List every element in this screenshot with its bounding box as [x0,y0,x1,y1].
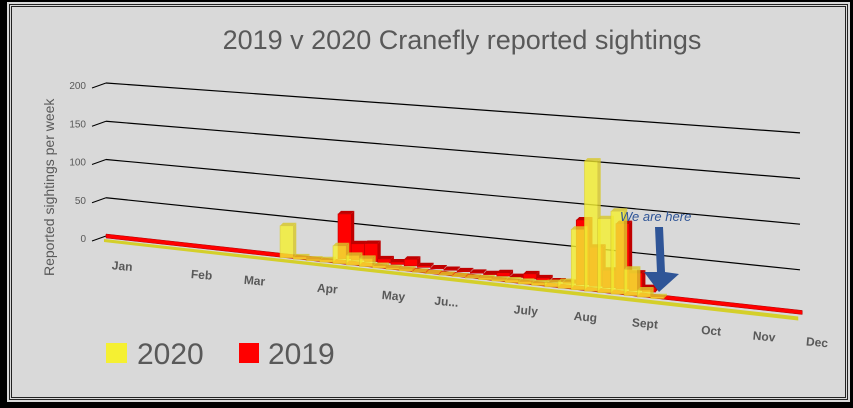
bar-2020 [438,271,456,276]
bar-2019 [403,256,421,267]
bar-2019 [536,274,553,281]
x-tick-label: Feb [190,267,212,283]
legend-label-2020: 2020 [137,338,204,371]
gridline [105,158,801,225]
y-tick-label: 100 [69,158,86,169]
x-tick-label: Ju... [434,294,459,310]
x-tick-label: Apr [316,281,338,297]
y-axis-label: Reported sightings per week [41,98,57,276]
bar-2020 [637,287,654,298]
y-tick-mark [91,82,107,89]
annotation: We are here [620,209,691,292]
bar-2020 [478,274,495,280]
legend-swatch-2019 [239,343,259,363]
x-tick-label: July [513,302,538,318]
bar-2020 [412,268,429,273]
x-tick-label: Sept [631,315,658,331]
bar-2020 [425,269,442,275]
x-tick-label: Dec [805,334,828,350]
bar-2020 [451,272,469,278]
bar-2019 [522,270,540,280]
bar-2019 [456,267,474,273]
bar-2020 [372,262,389,269]
x-tick-label: May [381,288,406,304]
y-tick-label: 150 [69,119,86,130]
bar-2020 [279,222,297,259]
gridline [105,197,801,271]
bar-2020 [398,266,416,272]
y-tick-label: 50 [75,196,87,207]
bar-2019 [430,264,447,270]
legend-label-2019: 2019 [268,338,335,371]
bar-2020 [332,242,350,264]
x-tick-label: Oct [701,323,722,339]
bar-2019 [443,266,461,271]
bar-2019 [417,262,434,268]
legend: 2020 2019 [106,338,335,371]
x-tick-label: Jan [111,258,133,274]
chart-title: 2019 v 2020 Cranefly reported sightings [223,25,702,55]
y-tick-mark [91,159,107,165]
annotation-text: We are here [620,209,691,224]
bar-2020 [292,253,310,260]
y-tick-label: 0 [80,234,86,245]
bar-2020 [359,255,376,267]
x-tick-label: Aug [573,309,597,325]
y-tick-mark [91,197,107,204]
x-tick-label: Nov [752,329,776,345]
y-tick-mark [91,120,107,127]
gridline [105,82,801,134]
floor-2020 [104,239,799,321]
down-arrow-icon [644,227,679,292]
bar-2020 [650,293,667,299]
bar-2020 [623,266,641,296]
bar-2020 [517,278,535,285]
y-tick-mark [91,235,107,242]
legend-swatch-2020 [106,343,127,363]
y-tick-label: 200 [69,81,86,92]
bar-2019 [496,269,514,277]
bar-2020 [385,264,403,270]
gridline [105,120,801,180]
x-tick-label: Mar [243,273,266,289]
chart-inner-border [9,4,848,400]
bar-2019 [470,269,487,274]
